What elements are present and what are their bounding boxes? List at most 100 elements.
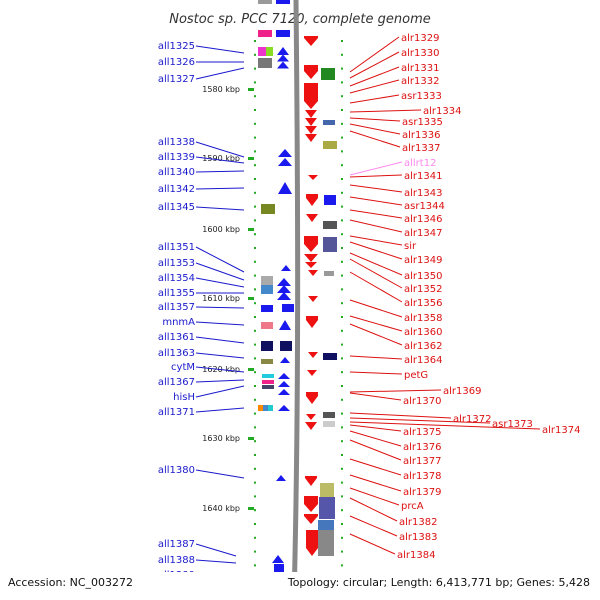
gene-label: alr1330 <box>401 48 439 59</box>
gene-leader-line <box>349 439 402 461</box>
gene-leader-line <box>195 543 237 557</box>
footer-background <box>0 572 600 600</box>
gene-leader-line <box>195 156 245 164</box>
gene-leader-line <box>195 206 245 211</box>
reverse-gene-arrow <box>281 265 291 271</box>
ruler-dot <box>341 412 343 415</box>
gene-label: alr1383 <box>399 532 437 543</box>
gene-leader-line <box>349 271 403 303</box>
gene-label: all1388 <box>158 555 195 566</box>
gene-leader-line <box>195 321 245 326</box>
gene-leader-line <box>195 407 245 413</box>
reverse-gene-arrow <box>277 285 291 293</box>
gene-leader-line <box>349 355 403 360</box>
forward-gene-arrow <box>304 36 318 46</box>
gene-leader-line <box>195 379 245 383</box>
gene-leader-line <box>195 141 245 158</box>
reverse-gene-block <box>261 204 275 214</box>
forward-gene-block <box>323 412 335 418</box>
gene-label: all1338 <box>158 137 195 148</box>
gene-leader-line <box>195 170 245 173</box>
forward-gene-arrow <box>305 110 317 118</box>
gene-leader-line <box>195 385 245 398</box>
gene-label: all1380 <box>158 465 195 476</box>
kbp-tick-label: 1640 kbp <box>202 504 240 513</box>
forward-gene-block <box>323 120 335 125</box>
ruler-dot <box>341 191 343 194</box>
reverse-gene-block <box>258 47 266 56</box>
gene-leader-line <box>349 94 400 104</box>
gene-label: all1327 <box>158 74 195 85</box>
ruler-dot <box>254 495 256 498</box>
kbp-tick-mark <box>248 88 254 91</box>
kbp-tick-label: 1600 kbp <box>202 225 240 234</box>
gene-label: alr1346 <box>404 214 442 225</box>
ruler-dot <box>254 205 256 208</box>
backbone-line <box>291 0 301 600</box>
gene-leader-line <box>195 277 245 288</box>
ruler-dot <box>254 329 256 332</box>
gene-leader-line <box>349 421 541 430</box>
ruler-dot <box>254 150 256 153</box>
forward-gene-block <box>323 221 337 229</box>
kbp-tick-mark <box>248 437 254 440</box>
gene-label: alr1384 <box>397 550 435 561</box>
gene-label: alr1364 <box>404 355 442 366</box>
ruler-dot <box>254 316 256 318</box>
gene-label: all1354 <box>158 273 195 284</box>
reverse-gene-arrow <box>277 278 291 286</box>
ruler-dot <box>254 564 256 567</box>
kbp-tick-label: 1580 kbp <box>202 85 240 94</box>
gene-label: alr1352 <box>404 284 442 295</box>
ruler-dot <box>341 81 343 84</box>
ruler-dot <box>341 385 343 387</box>
forward-gene-block <box>318 530 334 556</box>
gene-label: alr1358 <box>404 313 442 324</box>
gene-label: all1355 <box>158 288 195 299</box>
ruler-dot <box>254 274 256 277</box>
gene-label: alr1347 <box>404 228 442 239</box>
ruler-dot <box>341 274 343 277</box>
reverse-gene-block <box>261 359 273 364</box>
forward-gene-block <box>324 195 336 205</box>
gene-leader-line <box>349 241 403 260</box>
ruler-dot <box>254 260 256 263</box>
gene-label: all1363 <box>158 348 195 359</box>
gene-label: alr1376 <box>403 442 441 453</box>
gene-label: petG <box>404 370 428 381</box>
forward-gene-arrow <box>308 296 318 302</box>
gene-label: alr1372 <box>453 414 491 425</box>
ruler-dot <box>254 288 256 291</box>
forward-gene-arrow <box>308 352 318 358</box>
forward-gene-arrow <box>307 370 317 376</box>
kbp-tick-label: 1590 kbp <box>202 154 240 163</box>
ruler-dot <box>254 412 256 415</box>
gene-leader-line <box>349 258 403 289</box>
gene-label: all1342 <box>158 184 195 195</box>
gene-label: all1371 <box>158 407 195 418</box>
forward-gene-arrow <box>304 514 318 524</box>
gene-label: alr1343 <box>404 188 442 199</box>
gene-label: alr1362 <box>404 341 442 352</box>
reverse-gene-block <box>261 341 273 351</box>
ruler-dot <box>341 495 343 498</box>
gene-leader-line <box>349 474 402 492</box>
kbp-tick-label: 1610 kbp <box>202 294 240 303</box>
forward-gene-block <box>321 68 335 80</box>
gene-label: mnmA <box>162 317 195 328</box>
gene-label: allrt12 <box>404 158 436 169</box>
gene-label: asr1373 <box>492 419 533 430</box>
ruler-dot <box>254 454 256 456</box>
gene-leader-line <box>195 262 245 281</box>
ruler-dot <box>341 122 343 125</box>
gene-label: all1353 <box>158 258 195 269</box>
gene-leader-line <box>195 352 245 359</box>
reverse-gene-arrow <box>280 357 290 363</box>
ruler-dot <box>341 109 343 111</box>
gene-leader-line <box>349 533 396 555</box>
gene-label: alr1331 <box>401 63 439 74</box>
reverse-gene-arrow <box>278 149 292 157</box>
gene-label: all1361 <box>158 332 195 343</box>
gene-label: all1326 <box>158 57 195 68</box>
gene-leader-line <box>349 209 403 219</box>
